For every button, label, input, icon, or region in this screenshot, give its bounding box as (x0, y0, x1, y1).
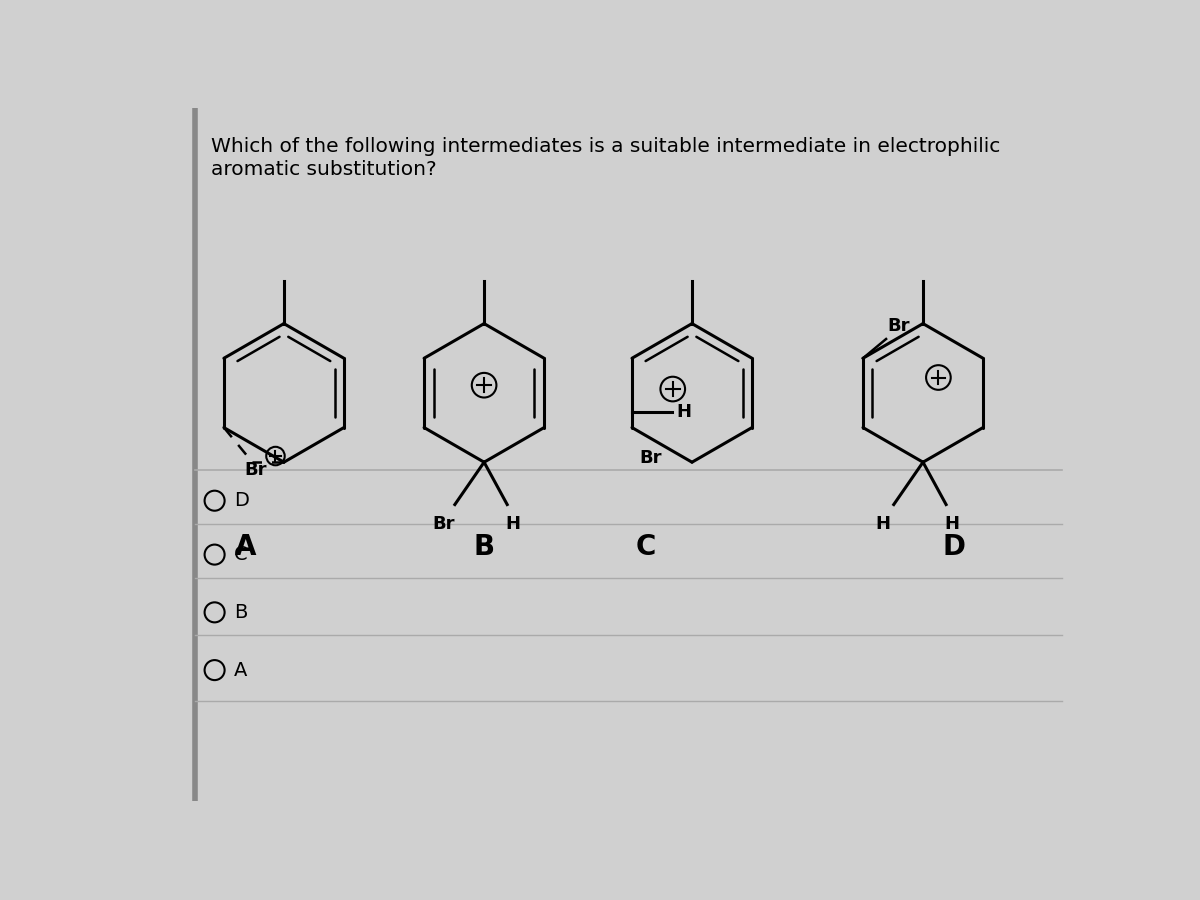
Text: D: D (234, 491, 248, 510)
Text: Which of the following intermediates is a suitable intermediate in electrophilic: Which of the following intermediates is … (211, 138, 1000, 157)
Text: H: H (944, 515, 960, 533)
Text: D: D (942, 533, 965, 561)
Text: A: A (235, 533, 256, 561)
Text: B: B (474, 533, 494, 561)
Text: C: C (234, 545, 247, 564)
Text: Br: Br (245, 461, 268, 479)
Text: aromatic substitution?: aromatic substitution? (211, 160, 437, 179)
Text: Br: Br (640, 449, 662, 467)
Text: A: A (234, 661, 247, 680)
Text: B: B (234, 603, 247, 622)
Text: Br: Br (888, 317, 910, 335)
Text: H: H (506, 515, 521, 533)
Text: C: C (636, 533, 656, 561)
Text: Br: Br (433, 515, 455, 533)
Text: H: H (677, 403, 691, 421)
Text: H: H (876, 515, 890, 533)
